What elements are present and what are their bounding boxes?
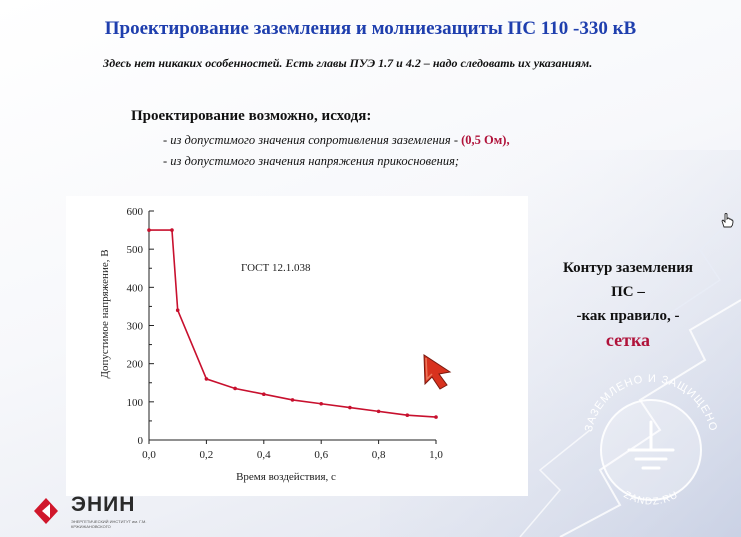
y-tick-label: 100 bbox=[127, 397, 144, 409]
y-tick-label: 500 bbox=[127, 244, 144, 256]
hand-cursor-icon bbox=[721, 213, 734, 228]
y-tick-label: 600 bbox=[127, 206, 144, 218]
x-tick-label: 0,2 bbox=[200, 449, 214, 461]
y-axis-label: Допустимое напряжение, В bbox=[99, 249, 111, 378]
chart-panel: 0,0 0,2 0,4 0,6 0,8 1,0 0 100 200 300 400 500 600 ГО… bbox=[66, 196, 528, 496]
bullet-resistance: - из допустимого значения сопротивления … bbox=[163, 133, 510, 148]
data-point bbox=[405, 413, 410, 417]
zandz-watermark-stamp: ЗАЗЕМЛЕНО И ЗАЩИЩЕНО ZANDZ.RU bbox=[583, 373, 718, 508]
enin-logo-text: ЭНИН bbox=[71, 493, 136, 516]
note-line-4: сетка bbox=[605, 330, 651, 350]
data-point bbox=[290, 398, 295, 402]
gost-annotation: ГОСТ 12.1.038 bbox=[241, 262, 311, 274]
y-tick-label: 300 bbox=[127, 321, 144, 333]
x-tick-label: 1,0 bbox=[429, 449, 443, 461]
y-tick-label: 0 bbox=[138, 435, 144, 447]
resistance-value: (0,5 Ом), bbox=[461, 133, 510, 147]
slide-subtitle: Здесь нет никаких особенностей. Есть гла… bbox=[103, 56, 593, 70]
enin-logo-subtext: ЭНЕРГЕТИЧЕСКИЙ ИНСТИТУТ им. Г.М. КРЖИЖАН… bbox=[71, 519, 147, 529]
data-point bbox=[233, 386, 237, 391]
bullet-resistance-text: - из допустимого значения сопротивления … bbox=[163, 133, 462, 147]
data-point bbox=[175, 308, 180, 313]
data-point bbox=[147, 228, 151, 232]
data-point bbox=[262, 392, 266, 396]
y-tick-label: 200 bbox=[127, 359, 144, 371]
slide-title: Проектирование заземления и молниезащиты… bbox=[104, 18, 637, 39]
data-point bbox=[170, 228, 174, 232]
x-tick-label: 0,8 bbox=[372, 449, 386, 461]
data-point bbox=[348, 405, 352, 410]
x-axis-label: Время воздействия, с bbox=[236, 471, 336, 483]
x-tick-label: 0,4 bbox=[257, 449, 271, 461]
data-point bbox=[376, 409, 381, 414]
data-point bbox=[204, 377, 209, 381]
data-point bbox=[319, 401, 323, 406]
note-line-3: -как правило, - bbox=[576, 308, 680, 324]
note-line-1: Контур заземления bbox=[563, 260, 693, 276]
ground-symbol-icon bbox=[627, 420, 675, 470]
x-tick-label: 0,0 bbox=[142, 449, 156, 461]
pointer-arrow-icon bbox=[423, 354, 452, 390]
x-tick-label: 0,6 bbox=[314, 449, 328, 461]
grounding-contour-note: Контур заземления ПС – -как правило, - с… bbox=[528, 256, 728, 352]
section-heading: Проектирование возможно, исходя: bbox=[131, 108, 372, 124]
data-point bbox=[434, 415, 438, 419]
curve-line bbox=[149, 229, 437, 418]
note-line-2: ПС – bbox=[611, 284, 645, 300]
bullet-touch-voltage: - из допустимого значения напряжения при… bbox=[163, 154, 460, 168]
voltage-time-chart: 0,0 0,2 0,4 0,6 0,8 1,0 0 100 200 300 400 500 600 ГО… bbox=[99, 206, 443, 483]
enin-logo-icon bbox=[34, 498, 58, 524]
y-tick-label: 400 bbox=[127, 282, 144, 294]
